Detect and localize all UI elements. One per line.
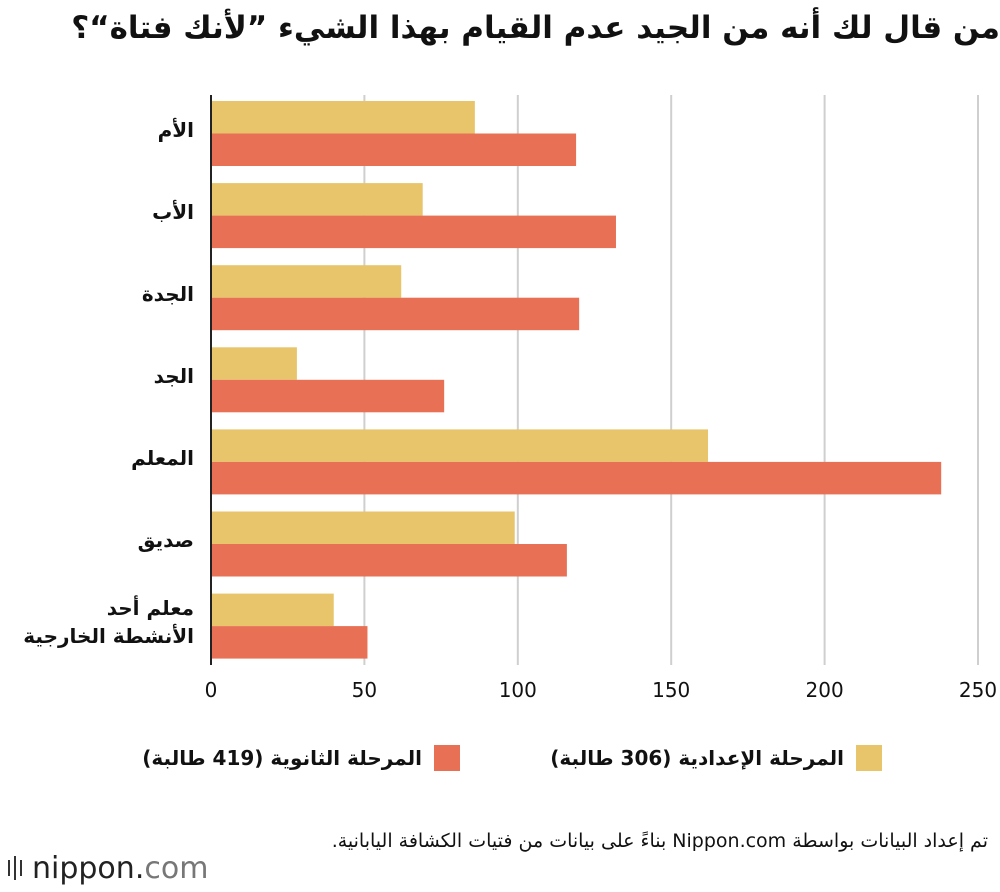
bar-series-1-category-3 <box>211 379 445 413</box>
bar-series-1-category-0 <box>211 133 577 166</box>
x-tick-label-50: 50 <box>352 678 377 702</box>
legend-label-high-school: المرحلة الثانوية (419 طالبة) <box>142 746 422 770</box>
category-label-6: معلم أحد الأنشطة الخارجية <box>23 596 194 649</box>
category-label-0: الأم <box>157 117 194 142</box>
category-label-1: الأب <box>152 199 194 224</box>
bar-series-0-category-0 <box>211 101 475 134</box>
legend-item-high-school: المرحلة الثانوية (419 طالبة) <box>142 741 460 775</box>
chart-title: من قال لك أنه من الجيد عدم القيام بهذا ا… <box>71 10 1000 46</box>
bar-series-1-category-2 <box>211 297 580 331</box>
source-credit: تم إعداد البيانات بواسطة Nippon.com بناء… <box>331 830 988 852</box>
bar-series-0-category-6 <box>211 593 334 627</box>
legend-swatch-middle-school <box>856 745 882 771</box>
legend-label-middle-school: المرحلة الإعدادية (306 طالبة) <box>550 746 844 770</box>
category-label-4: المعلم <box>131 445 194 470</box>
logo-tld: com <box>144 850 209 886</box>
bar-series-0-category-3 <box>211 347 297 380</box>
x-tick-label-150: 150 <box>652 678 690 702</box>
x-tick-label-250: 250 <box>959 678 997 702</box>
legend-item-middle-school: المرحلة الإعدادية (306 طالبة) <box>550 741 882 775</box>
legend-swatch-high-school <box>434 745 460 771</box>
category-label-5: صديق <box>137 528 194 552</box>
bar-series-0-category-1 <box>211 183 423 216</box>
x-tick-label-0: 0 <box>205 678 218 702</box>
bar-series-1-category-6 <box>211 626 368 659</box>
category-label-3: الجد <box>153 363 194 388</box>
bar-series-1-category-1 <box>211 215 616 249</box>
x-tick-label-100: 100 <box>499 678 537 702</box>
bar-series-0-category-2 <box>211 265 402 298</box>
logo-name: nippon <box>32 850 135 886</box>
bar-series-0-category-5 <box>211 511 515 544</box>
x-tick-label-200: 200 <box>806 678 844 702</box>
bar-series-1-category-4 <box>211 461 942 495</box>
bar-series-0-category-4 <box>211 429 709 462</box>
logo-dot: . <box>134 850 145 886</box>
category-label-2: الجدة <box>141 281 194 306</box>
nippon-logo-icon <box>8 856 26 880</box>
nippon-logo: nippon. com <box>8 846 208 890</box>
bar-series-1-category-5 <box>211 544 567 577</box>
